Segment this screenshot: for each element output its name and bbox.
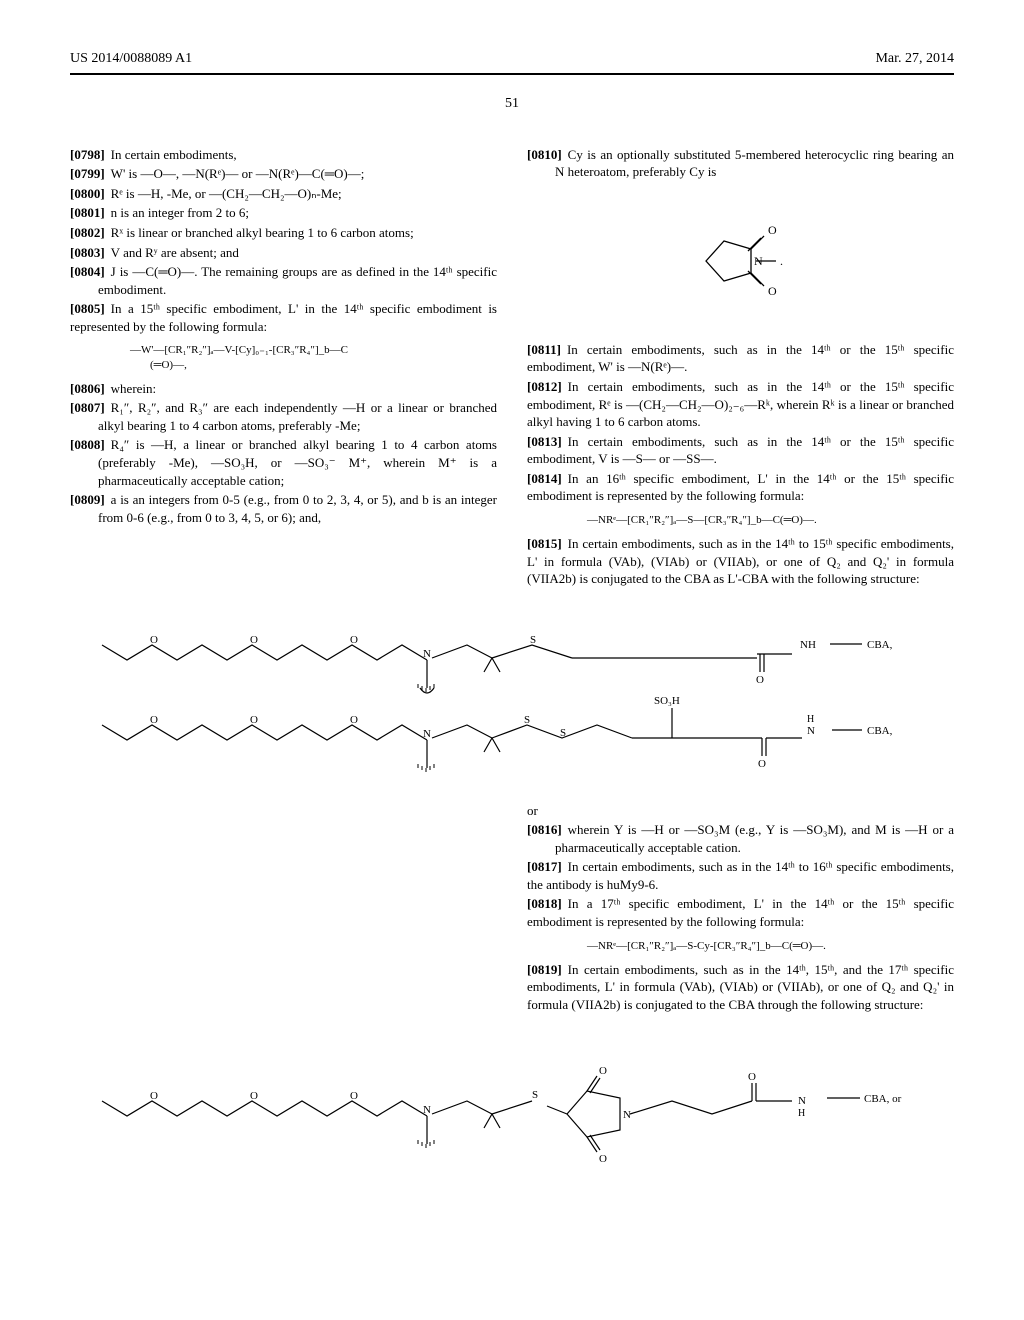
svg-text:O: O — [150, 634, 158, 646]
svg-text:O: O — [350, 714, 358, 726]
para-0809: [0809]a is an integers from 0-5 (e.g., f… — [70, 491, 497, 526]
svg-text:S: S — [560, 727, 566, 739]
svg-text:N: N — [807, 725, 815, 737]
publication-number: US 2014/0088089 A1 — [70, 50, 192, 69]
svg-text:O: O — [599, 1153, 607, 1165]
left-column: [0798]In certain embodiments, [0799]W' i… — [70, 144, 497, 590]
svg-text:N: N — [754, 254, 763, 268]
svg-text:O: O — [350, 634, 358, 646]
para-0819: [0819]In certain embodiments, such as in… — [527, 961, 954, 1014]
succinimide-structure: O O N . — [527, 201, 954, 321]
right-column-continued: or [0816]wherein Y is —H or —SO₃M (e.g.,… — [527, 800, 954, 1016]
svg-text:O: O — [150, 714, 158, 726]
formula-3: —NRᵉ—[CR₁″R₂″]ₐ—S-Cy-[CR₃″R₄″]_b—C(═O)—. — [587, 939, 954, 953]
structure-block-1: O O O N S O NH CBA, O O O N — [70, 610, 954, 780]
svg-text:S: S — [532, 1089, 538, 1101]
svg-text:O: O — [768, 223, 777, 237]
svg-text:O: O — [350, 1090, 358, 1102]
para-0804: [0804]J is —C(═O)—. The remaining groups… — [70, 263, 497, 298]
svg-text:CBA, or: CBA, or — [864, 1093, 902, 1105]
para-0815: [0815]In certain embodiments, such as in… — [527, 535, 954, 588]
para-0802: [0802]Rˣ is linear or branched alkyl bea… — [70, 224, 497, 242]
svg-text:N: N — [423, 728, 431, 740]
svg-text:O: O — [768, 284, 777, 298]
left-spacer — [70, 800, 497, 1016]
page-number: 51 — [70, 95, 954, 114]
svg-text:N: N — [423, 648, 431, 660]
para-0807: [0807]R₁″, R₂″, and R₃″ are each indepen… — [70, 399, 497, 434]
publication-date: Mar. 27, 2014 — [875, 50, 954, 69]
para-0801: [0801]n is an integer from 2 to 6; — [70, 204, 497, 222]
para-0805: [0805]In a 15ᵗʰ specific embodiment, L' … — [70, 300, 497, 335]
svg-text:O: O — [756, 674, 764, 686]
svg-text:H: H — [807, 714, 814, 725]
svg-text:O: O — [758, 758, 766, 770]
formula-1: —W'—[CR₁″R₂″]ₐ—V-[Cy]₀₋₁-[CR₃″R₄″]_b—C (… — [130, 343, 497, 372]
svg-text:N: N — [423, 1104, 431, 1116]
para-0814: [0814]In an 16ᵗʰ specific embodiment, L'… — [527, 470, 954, 505]
svg-text:O: O — [250, 714, 258, 726]
formula-2: —NRᵉ—[CR₁″R₂″]ₐ—S—[CR₃″R₄″]_b—C(═O)—. — [587, 513, 954, 527]
para-0817: [0817]In certain embodiments, such as in… — [527, 858, 954, 893]
svg-text:N: N — [623, 1109, 631, 1121]
svg-text:S: S — [524, 714, 530, 726]
svg-text:O: O — [150, 1090, 158, 1102]
columns-continued: or [0816]wherein Y is —H or —SO₃M (e.g.,… — [70, 800, 954, 1016]
para-0798: [0798]In certain embodiments, — [70, 146, 497, 164]
or-text: or — [527, 802, 954, 820]
svg-text:O: O — [748, 1071, 756, 1083]
para-0803: [0803]V and Rʸ are absent; and — [70, 244, 497, 262]
para-0799: [0799]W' is —O—, —N(Rᵉ)— or —N(Rᵉ)—C(═O)… — [70, 165, 497, 183]
svg-text:O: O — [250, 634, 258, 646]
para-0813: [0813]In certain embodiments, such as in… — [527, 433, 954, 468]
para-0811: [0811]In certain embodiments, such as in… — [527, 341, 954, 376]
svg-text:CBA,: CBA, — [867, 725, 893, 737]
para-0818: [0818]In a 17ᵗʰ specific embodiment, L' … — [527, 895, 954, 930]
svg-text:CBA,: CBA, — [867, 639, 893, 651]
svg-text:O: O — [599, 1065, 607, 1077]
header-rule — [70, 73, 954, 75]
page-header: US 2014/0088089 A1 Mar. 27, 2014 — [70, 50, 954, 69]
para-0808: [0808]R₄″ is —H, a linear or branched al… — [70, 436, 497, 489]
structure-block-2: O O O N S N O O O N H CBA, or — [70, 1036, 954, 1166]
svg-text:.: . — [780, 254, 783, 268]
two-column-layout: [0798]In certain embodiments, [0799]W' i… — [70, 144, 954, 590]
svg-text:SO₃H: SO₃H — [654, 695, 680, 707]
svg-text:NH: NH — [800, 639, 816, 651]
svg-text:O: O — [250, 1090, 258, 1102]
svg-text:N: N — [798, 1095, 806, 1107]
svg-text:H: H — [798, 1108, 805, 1119]
para-0812: [0812]In certain embodiments, such as in… — [527, 378, 954, 431]
para-0810: [0810]Cy is an optionally substituted 5-… — [527, 146, 954, 181]
svg-text:S: S — [530, 634, 536, 646]
para-0806: [0806]wherein: — [70, 380, 497, 398]
para-0800: [0800]Rᵉ is —H, -Me, or —(CH₂—CH₂—O)ₙ-Me… — [70, 185, 497, 203]
para-0816: [0816]wherein Y is —H or —SO₃M (e.g., Y … — [527, 821, 954, 856]
right-column: [0810]Cy is an optionally substituted 5-… — [527, 144, 954, 590]
